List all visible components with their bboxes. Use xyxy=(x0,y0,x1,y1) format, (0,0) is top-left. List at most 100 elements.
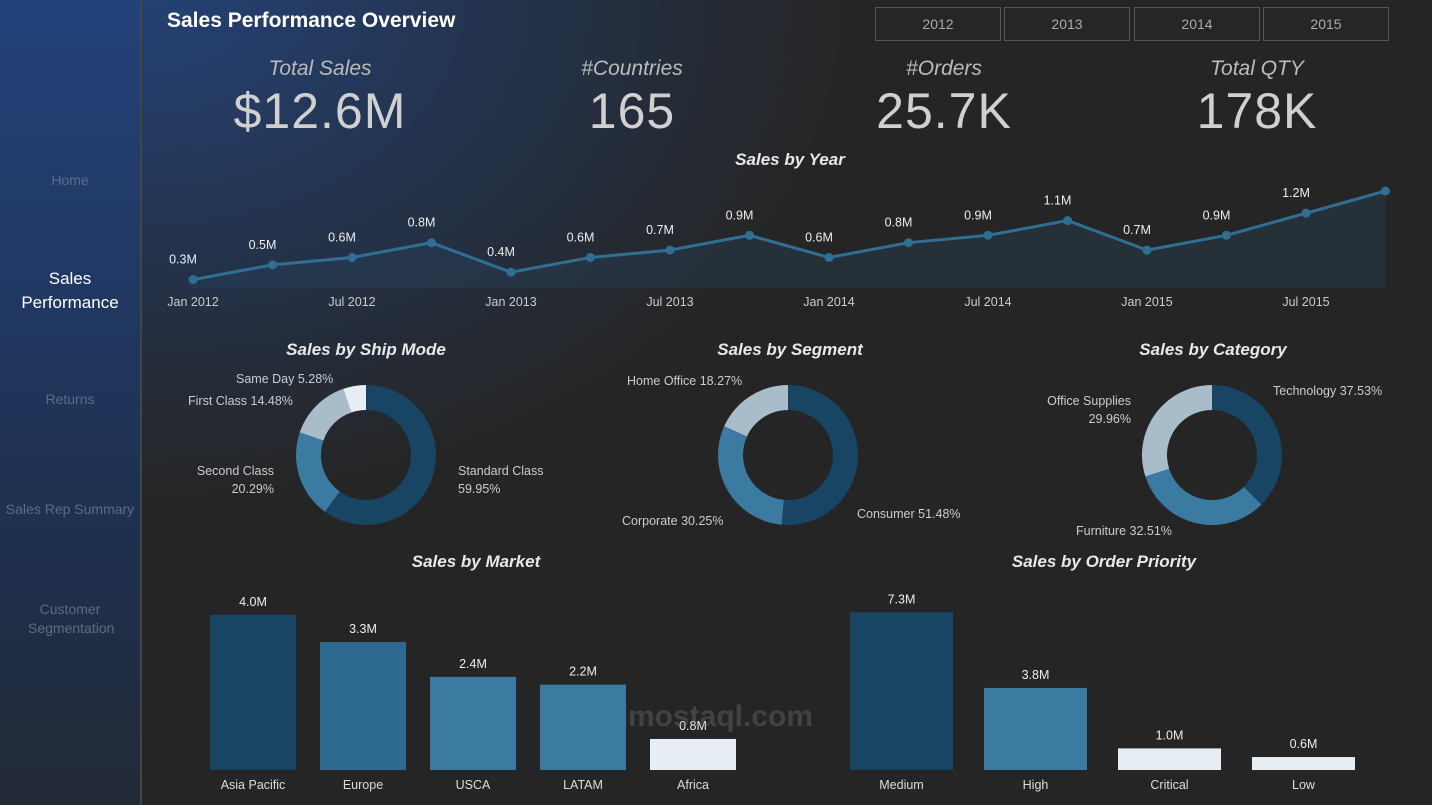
data-label: 0.6M xyxy=(567,230,595,244)
label-same-day: Same Day 5.28% xyxy=(236,372,334,386)
label-home-office: Home Office 18.27% xyxy=(627,374,743,388)
kpi-orders-value: 25.7K xyxy=(876,83,1012,139)
kpi-orders-label: #Orders xyxy=(906,57,982,80)
bar-value-label: 2.4M xyxy=(459,657,487,671)
year-2014-button[interactable]: 2014 xyxy=(1134,7,1260,41)
bar-europe xyxy=(320,641,406,770)
category-title: Sales by Category xyxy=(1139,340,1287,359)
data-point xyxy=(1142,245,1152,255)
data-point xyxy=(745,230,754,240)
ship-mode-title: Sales by Ship Mode xyxy=(286,340,446,359)
data-point xyxy=(268,260,277,270)
x-tick-label: Jul 2014 xyxy=(964,295,1011,309)
bar-high xyxy=(984,687,1087,770)
category-label: USCA xyxy=(456,778,491,792)
x-tick-label: Jul 2013 xyxy=(646,295,693,309)
slice-consumer xyxy=(781,385,859,525)
slice-furniture xyxy=(1145,468,1262,525)
slice-same-day xyxy=(343,385,366,413)
segment-title: Sales by Segment xyxy=(717,340,863,359)
nav-returns[interactable]: Returns xyxy=(45,391,95,407)
label-office-supplies: Office Supplies 29.96% xyxy=(1047,394,1131,426)
nav-home[interactable]: Home xyxy=(51,172,89,188)
bar-critical xyxy=(1118,748,1221,770)
category-label: Asia Pacific xyxy=(221,778,286,792)
data-point xyxy=(506,267,516,277)
data-label: 0.6M xyxy=(328,230,356,244)
data-label: 0.9M xyxy=(964,208,992,222)
label-technology: Technology 37.53% xyxy=(1273,384,1383,398)
slice-technology xyxy=(1212,385,1282,505)
x-tick-label: Jan 2015 xyxy=(1121,295,1172,309)
category-donut xyxy=(1142,385,1282,525)
market-bar-chart: 4.0M Asia Pacific 3.3M Europe 2.4M USCA 2.2M LA… xyxy=(210,595,736,792)
bar-value-label: 3.3M xyxy=(349,622,377,636)
category-label: High xyxy=(1023,778,1049,792)
data-point xyxy=(904,238,913,248)
nav-sales-rep-summary[interactable]: Sales Rep Summary xyxy=(5,501,135,517)
sales-by-year-title: Sales by Year xyxy=(735,150,845,169)
nav-customer-segmentation[interactable]: Customer Segmentation xyxy=(28,601,115,636)
data-label: 0.7M xyxy=(1123,223,1151,237)
slice-standard-class xyxy=(325,385,436,525)
label-first-class: First Class 14.48% xyxy=(188,394,293,408)
kpi-countries-value: 165 xyxy=(588,83,676,139)
kpi-total-qty-label: Total QTY xyxy=(1210,57,1304,80)
data-label: 0.3M xyxy=(169,253,197,267)
slice-first-class xyxy=(299,388,352,441)
sales-line xyxy=(192,189,1386,282)
ship-mode-donut xyxy=(296,385,436,525)
bar-value-label: 4.0M xyxy=(239,595,267,609)
x-tick-label: Jul 2015 xyxy=(1282,295,1329,309)
data-label: 0.8M xyxy=(885,216,913,230)
data-point xyxy=(665,245,675,255)
label-standard-class: Standard Class 59.95% xyxy=(458,464,544,496)
x-tick-label: Jul 2012 xyxy=(328,295,375,309)
nav-sales-performance[interactable]: Sales Performance xyxy=(21,269,119,312)
bar-value-label: 1.0M xyxy=(1156,728,1184,742)
bar-value-label: 0.6M xyxy=(1290,737,1318,751)
kpi-total-qty-value: 178K xyxy=(1196,83,1318,139)
data-label: 0.7M xyxy=(646,223,674,237)
slice-office-supplies xyxy=(1142,385,1212,477)
page-title: Sales Performance Overview xyxy=(167,9,456,32)
x-tick-label: Jan 2013 xyxy=(485,295,536,309)
year-2012-button[interactable]: 2012 xyxy=(875,7,1001,41)
data-label: 0.5M xyxy=(249,238,277,252)
data-point xyxy=(824,252,834,262)
kpi-total-sales-label: Total Sales xyxy=(268,57,372,80)
x-tick-label: Jan 2014 xyxy=(803,295,854,309)
data-label: 1.1M xyxy=(1044,194,1072,208)
bar-africa xyxy=(650,738,736,770)
bar-value-label: 3.8M xyxy=(1022,668,1050,682)
year-2013-button[interactable]: 2013 xyxy=(1004,7,1130,41)
slice-home-office xyxy=(724,385,788,437)
data-label: 0.4M xyxy=(487,245,515,259)
category-label: Low xyxy=(1292,778,1316,792)
bar-latam xyxy=(540,684,626,770)
year-2015-button[interactable]: 2015 xyxy=(1263,7,1389,41)
sidebar: Home Sales Performance Returns Sales Rep… xyxy=(0,0,142,805)
data-label: 0.9M xyxy=(1203,208,1231,222)
category-label: LATAM xyxy=(563,778,603,792)
bar-asia-pacific xyxy=(210,614,296,770)
category-label: Critical xyxy=(1150,778,1188,792)
data-point xyxy=(1381,186,1390,196)
segment-donut xyxy=(718,385,859,525)
label-corporate: Corporate 30.25% xyxy=(622,514,724,528)
order-priority-title: Sales by Order Priority xyxy=(1011,552,1197,571)
data-label: 1.2M xyxy=(1282,186,1310,200)
data-label: 0.6M xyxy=(805,230,833,244)
bar-low xyxy=(1252,757,1355,770)
data-point xyxy=(983,230,993,240)
kpi-total-sales-value: $12.6M xyxy=(233,83,407,139)
data-label: 0.9M xyxy=(726,208,754,222)
data-point xyxy=(427,238,436,248)
data-point xyxy=(586,252,595,262)
data-point xyxy=(1063,216,1072,226)
label-consumer: Consumer 51.48% xyxy=(857,507,961,521)
bar-value-label: 0.8M xyxy=(679,719,707,733)
category-label: Africa xyxy=(677,778,709,792)
data-label: 0.8M xyxy=(408,216,436,230)
bar-medium xyxy=(850,612,953,770)
